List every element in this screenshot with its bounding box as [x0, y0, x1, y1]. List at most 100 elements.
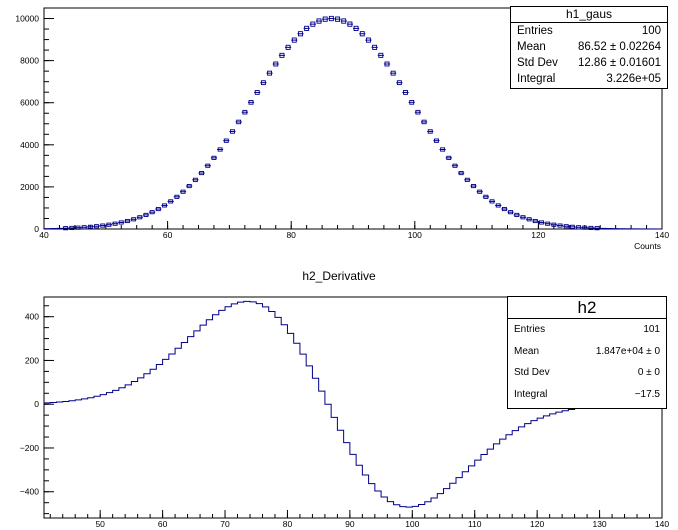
h1-error-box: [205, 163, 211, 168]
h1-error-box: [248, 100, 254, 105]
h1-error-box: [304, 25, 310, 31]
y-tick-label: 8000: [20, 56, 39, 66]
y-tick-label: 200: [25, 355, 39, 365]
h1-error-box: [186, 184, 192, 189]
y-tick-label: 0: [34, 399, 39, 409]
h1-error-box: [520, 215, 526, 220]
x-tick-label: 100: [408, 230, 422, 240]
y-tick-label: 0: [34, 224, 39, 234]
h1-error-box: [69, 225, 75, 230]
h1-error-box: [155, 206, 161, 212]
h1-error-box: [576, 225, 582, 230]
h1-error-box: [384, 61, 390, 67]
h1-error-box: [168, 199, 174, 204]
y-tick-label: 6000: [20, 98, 39, 108]
x-axis-label: Counts: [634, 241, 661, 251]
h1-error-box: [118, 220, 124, 225]
x-tick-label: 120: [530, 519, 544, 529]
h1-error-box: [471, 184, 476, 189]
h1-error-box: [322, 16, 328, 22]
h1-error-box: [279, 52, 285, 58]
h1-error-box: [378, 52, 384, 58]
h1-error-box: [569, 224, 575, 229]
h1-error-box: [452, 163, 458, 168]
h1-error-box: [409, 100, 415, 105]
h1-error-box: [137, 215, 143, 220]
h1-error-box: [440, 147, 446, 152]
h1-error-box: [390, 70, 396, 76]
h1-error-box: [477, 189, 483, 194]
h1-error-box: [310, 21, 316, 27]
h1-error-box: [100, 223, 106, 228]
h1-error-box: [551, 222, 557, 227]
h1-error-box: [532, 218, 538, 224]
h1-series: [44, 15, 662, 231]
h1-error-box: [242, 109, 248, 115]
h1-error-box: [81, 225, 87, 230]
x-tick-label: 120: [531, 230, 545, 240]
stats-title-h2: h2: [508, 297, 666, 319]
stats-row: Std Dev 12.86 ± 0.01601: [517, 57, 661, 69]
h1-error-box: [539, 220, 544, 225]
stats-row: Mean 1.847e+04 ± 0: [514, 345, 660, 357]
h1-error-box: [421, 119, 427, 125]
h1-error-box: [403, 90, 408, 95]
y-tick-label: 2000: [20, 182, 39, 192]
h1-error-box: [291, 37, 297, 43]
h1-error-box: [223, 138, 229, 143]
h1-error-box: [557, 223, 563, 228]
h1-error-box: [63, 226, 69, 231]
h1-error-box: [236, 119, 242, 125]
h1-error-box: [594, 226, 600, 231]
y-tick-label: 4000: [20, 140, 39, 150]
x-tick-label: 130: [592, 519, 606, 529]
h1-error-box: [94, 224, 99, 229]
x-tick-label: 100: [405, 519, 419, 529]
x-tick-label: 80: [283, 519, 293, 529]
h1-error-box: [230, 129, 235, 134]
h1-error-box: [87, 224, 93, 229]
stats-row: Std Dev 0 ± 0: [514, 367, 660, 378]
h1-error-box: [359, 31, 365, 37]
y-tick-label: −200: [20, 443, 39, 453]
h1-error-box: [347, 21, 353, 27]
h1-error-box: [199, 171, 205, 176]
stats-title-h1: h1_gaus: [511, 7, 667, 23]
h1-error-box: [149, 210, 155, 215]
h1-error-box: [260, 80, 266, 86]
h1-error-box: [131, 217, 137, 222]
x-tick-label: 140: [655, 519, 669, 529]
stats-row: Integral −17.5: [514, 388, 660, 400]
x-tick-label: 140: [655, 230, 669, 240]
x-tick-label: 50: [95, 519, 105, 529]
h1-error-box: [415, 109, 421, 115]
h1-error-box: [526, 217, 532, 222]
h1-error-box: [75, 225, 81, 230]
h1-error-box: [433, 138, 439, 143]
h1-error-box: [588, 225, 594, 230]
stats-row: Entries 100: [517, 25, 661, 37]
h1-error-box: [396, 80, 402, 86]
x-tick-label: 110: [468, 519, 482, 529]
h1-error-box: [273, 61, 279, 67]
h1-error-box: [180, 189, 186, 194]
h1-error-box: [458, 171, 464, 176]
h1-error-box: [285, 44, 291, 50]
x-tick-label: 60: [158, 519, 168, 529]
x-tick-label: 90: [345, 519, 355, 529]
stats-row: Integral 3.226e+05: [517, 73, 661, 85]
h1-error-box: [446, 155, 452, 160]
h1-error-box: [217, 147, 223, 152]
x-tick-label: 80: [286, 230, 296, 240]
stats-box-h1: h1_gaus Entries 100 Mean 86.52 ± 0.02264 S…: [510, 6, 668, 89]
x-tick-label: 70: [220, 519, 230, 529]
h1-error-box: [341, 18, 347, 24]
h1-error-box: [366, 37, 371, 43]
y-tick-label: 400: [25, 312, 39, 322]
h1-error-box: [124, 218, 130, 224]
y-tick-label: −400: [20, 487, 39, 497]
h1-error-box: [162, 203, 167, 208]
x-tick-label: 40: [39, 230, 49, 240]
h1-error-box: [427, 129, 433, 134]
